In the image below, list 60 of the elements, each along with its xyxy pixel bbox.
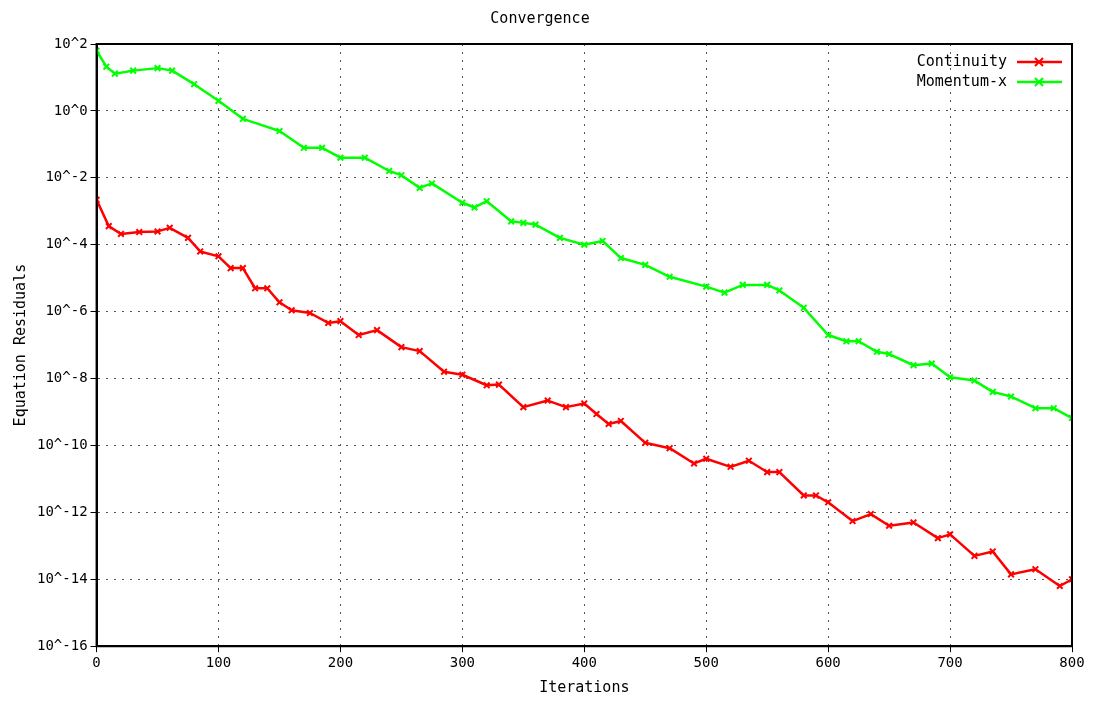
point: [196, 247, 205, 256]
point: [988, 547, 997, 556]
point: [153, 227, 162, 236]
point: [927, 359, 936, 368]
legend-label: Momentum-x: [916, 71, 1007, 90]
y-tick-label: 10^-6: [45, 302, 88, 319]
y-tick-label: 10^2: [53, 34, 88, 51]
chart-title: Convergence: [490, 8, 590, 27]
y-tick-label: 10^-16: [36, 636, 88, 653]
x-tick-label: 200: [327, 654, 354, 671]
point: [580, 399, 589, 408]
point: [531, 220, 540, 229]
point: [641, 261, 650, 269]
point: [1007, 570, 1015, 579]
x-axis-title: Iterations: [539, 677, 630, 696]
point: [458, 198, 467, 207]
y-tick-label: 10^-12: [36, 503, 88, 520]
point: [604, 420, 613, 428]
x-tick-label: 500: [693, 654, 719, 671]
point: [1031, 404, 1040, 413]
point: [1031, 565, 1040, 574]
x-tick-label: 100: [205, 654, 232, 671]
x-tick-label: 400: [571, 654, 597, 671]
point: [854, 337, 863, 346]
point: [214, 252, 223, 261]
point: [214, 97, 223, 105]
point: [336, 153, 345, 162]
y-tick-label: 10^-4: [45, 235, 88, 252]
point: [440, 367, 448, 376]
point: [720, 288, 729, 297]
point: [909, 361, 918, 370]
point: [104, 222, 113, 230]
point: [775, 286, 784, 295]
y-tick-label: 10^-8: [45, 369, 88, 386]
point: [745, 456, 753, 465]
y-tick-label: 10^-10: [36, 436, 88, 453]
x-tick-label: 0: [92, 654, 101, 671]
point: [970, 376, 979, 385]
point: [287, 306, 296, 315]
point: [702, 282, 711, 291]
x-tick-label: 300: [449, 654, 476, 671]
point: [458, 370, 467, 379]
point: [842, 337, 851, 346]
point: [470, 203, 479, 212]
y-tick-label: 10^-14: [36, 569, 88, 586]
point: [909, 518, 918, 527]
x-tick-label: 700: [937, 654, 963, 671]
y-tick-label: 10^-2: [45, 168, 88, 185]
point: [543, 396, 552, 405]
point: [300, 143, 308, 152]
x-tick-label: 600: [815, 654, 841, 671]
point: [799, 491, 808, 500]
y-axis-title: Equation Residuals: [10, 263, 29, 427]
point: [988, 388, 997, 396]
point: [275, 298, 284, 307]
point: [102, 62, 111, 71]
x-tick-label: 800: [1059, 654, 1085, 671]
y-tick-label: 10^0: [53, 101, 88, 118]
legend-label: Continuity: [916, 51, 1007, 70]
point: [318, 143, 326, 152]
